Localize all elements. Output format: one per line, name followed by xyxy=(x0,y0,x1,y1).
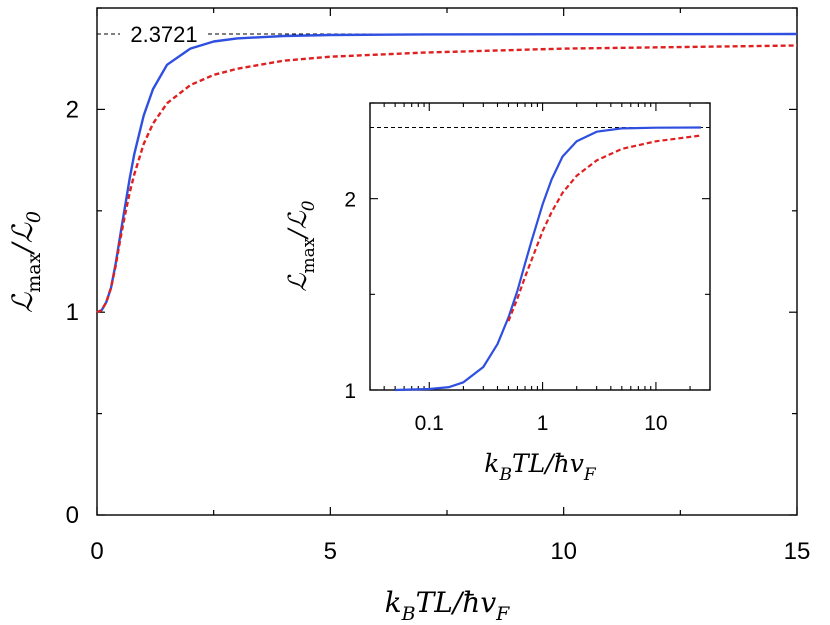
main-y-tick-label: 0 xyxy=(66,502,79,529)
main-y-tick-label: 1 xyxy=(66,299,79,326)
inset-series-2 xyxy=(507,134,702,322)
inset-plot: 0.1 1 10 1 2 kBTL/ħvF ℒmax/ℒ0 xyxy=(283,102,711,485)
main-x-tick-label: 5 xyxy=(324,538,337,565)
main-x-axis-label: kBTL/ħvF xyxy=(385,586,511,625)
main-x-tick-label: 15 xyxy=(784,538,811,565)
inset-x-axis-label: kBTL/ħvF xyxy=(484,449,597,485)
inset-y-axis-label: ℒmax/ℒ0 xyxy=(283,200,319,291)
inset-plot-frame xyxy=(369,102,711,391)
inset-y-tick-label: 2 xyxy=(344,189,356,212)
main-plot: 0 5 10 15 0 1 2 2.3721 kBTL/ħvF ℒmax/ℒ0 xyxy=(6,7,811,625)
main-y-axis-label: ℒmax/ℒ0 xyxy=(6,211,45,313)
main-reference-label: 2.3721 xyxy=(130,22,197,47)
inset-x-tick-label: 0.1 xyxy=(415,412,444,435)
inset-x-tick-label: 10 xyxy=(644,412,667,435)
main-y-tick-label: 2 xyxy=(66,96,79,123)
main-x-tick-label: 10 xyxy=(550,538,577,565)
inset-series-1 xyxy=(395,126,702,392)
inset-y-tick-label: 1 xyxy=(344,380,356,403)
main-x-tick-label: 0 xyxy=(90,538,103,565)
inset-x-tick-label: 1 xyxy=(537,412,549,435)
main-series-2 xyxy=(96,44,798,314)
